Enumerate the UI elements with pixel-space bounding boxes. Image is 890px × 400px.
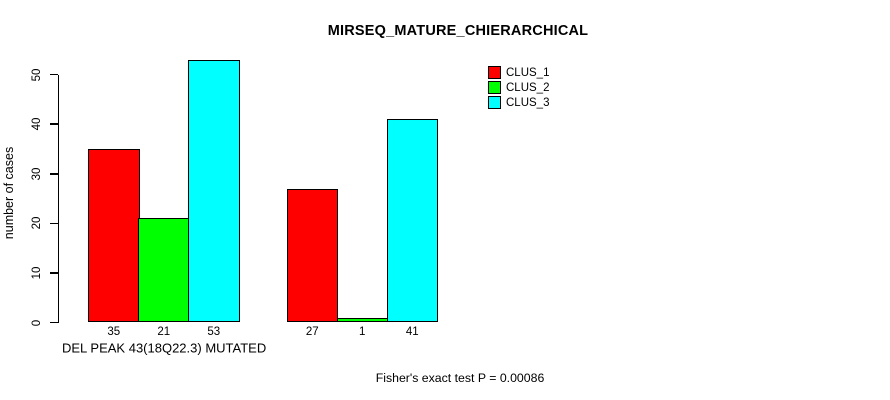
bar-value-label: 41 (405, 325, 419, 338)
legend-label: CLUS_2 (506, 81, 550, 94)
legend-swatch-clus_1 (488, 66, 501, 79)
bar-clus_3-group1 (188, 59, 240, 323)
bar-clus_3-group2 (386, 119, 438, 323)
chart-title: MIRSEQ_MATURE_CHIERARCHICAL (327, 23, 589, 39)
y-tick (49, 73, 58, 76)
y-tick-label: 30 (30, 167, 43, 181)
y-tick-label: 10 (30, 266, 43, 280)
bar-value-label: 53 (207, 325, 221, 338)
legend-item: CLUS_3 (488, 95, 549, 110)
y-tick (49, 123, 58, 125)
bar-value-label: 35 (107, 325, 121, 338)
y-tick (49, 272, 58, 274)
x-axis-label: DEL PEAK 43(18Q22.3) MUTATED (62, 340, 267, 356)
y-axis (57, 74, 59, 324)
y-tick-label: 40 (30, 117, 43, 131)
bar-clus_2-group2 (336, 317, 388, 323)
legend-swatch-clus_2 (488, 81, 501, 94)
bar-value-label: 1 (359, 325, 366, 338)
legend-swatch-clus_3 (488, 96, 501, 109)
y-tick (49, 321, 58, 324)
y-tick-label: 50 (30, 68, 43, 82)
bar-clus_1-group1 (88, 149, 140, 323)
bar-value-label: 21 (157, 325, 171, 338)
fisher-test-note: Fisher's exact test P = 0.00086 (375, 371, 545, 385)
y-tick (49, 173, 58, 175)
bar-clus_2-group1 (138, 218, 190, 323)
legend-item: CLUS_1 (488, 65, 549, 80)
legend-item: CLUS_2 (488, 80, 549, 95)
y-tick-label: 0 (30, 319, 43, 326)
bar-clus_1-group2 (286, 188, 338, 323)
legend-label: CLUS_3 (506, 96, 550, 109)
legend: CLUS_1 CLUS_2 CLUS_3 (488, 65, 549, 110)
y-tick (49, 222, 58, 225)
y-tick-label: 20 (30, 216, 43, 230)
legend-label: CLUS_1 (506, 66, 550, 79)
bar-value-label: 27 (305, 325, 319, 338)
